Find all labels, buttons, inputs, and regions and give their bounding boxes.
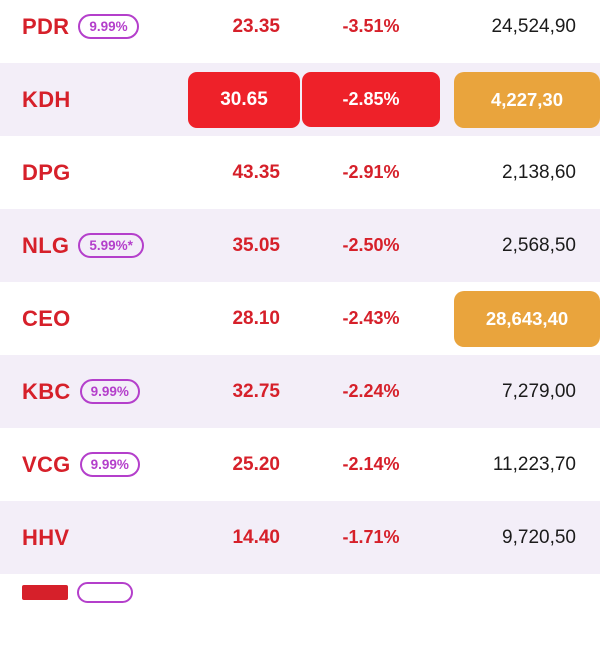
volume-cell: 9,720,50 (440, 527, 600, 549)
volume-value-highlighted: 4,227,30 (454, 71, 600, 128)
ticker-cell: PDR 9.99% (0, 14, 182, 40)
ticker-symbol: KDH (22, 86, 71, 112)
ticker-symbol: NLG (22, 232, 70, 258)
price-limit-badge: 5.99%* (78, 233, 144, 258)
price-value: 14.40 (232, 526, 280, 548)
volume-value: 2,138,60 (502, 161, 576, 183)
table-row[interactable]: PDR 9.99% 23.35 -3.51% 24,524,90 (0, 0, 600, 63)
change-percent: -1.71% (342, 527, 400, 547)
price-limit-badge: 9.99% (79, 379, 140, 404)
change-percent: -2.43% (342, 308, 400, 328)
ticker-cell: NLG 5.99%* (0, 233, 182, 259)
price-value: 25.20 (232, 453, 280, 475)
change-percent: -3.51% (342, 16, 400, 36)
change-cell: -2.50% (302, 235, 440, 256)
table-row[interactable]: VCG 9.99% 25.20 -2.14% 11,223,70 (0, 428, 600, 501)
ticker-cell: CEO (0, 306, 182, 332)
volume-value: 9,720,50 (502, 526, 576, 548)
ticker-symbol: DPG (22, 159, 71, 185)
ticker-cell: VCG 9.99% (0, 452, 182, 478)
ticker-symbol: KBC (22, 378, 71, 404)
table-row[interactable]: KBC 9.99% 32.75 -2.24% 7,279,00 (0, 355, 600, 428)
clipped-ticker-text (22, 585, 68, 600)
price-cell: 28.10 (182, 308, 302, 330)
volume-cell: 7,279,00 (440, 381, 600, 403)
price-value: 43.35 (232, 161, 280, 183)
ticker-symbol: PDR (22, 13, 70, 39)
change-percent: -2.24% (342, 381, 400, 401)
volume-cell: 4,227,30 (440, 71, 600, 128)
change-cell: -2.91% (302, 162, 440, 183)
price-cell: 32.75 (182, 381, 302, 403)
ticker-cell: KBC 9.99% (0, 379, 182, 405)
volume-value-highlighted: 28,643,40 (454, 290, 600, 347)
ticker-cell: HHV (0, 525, 182, 551)
table-row-clipped[interactable] (0, 574, 600, 647)
table-row[interactable]: KDH 30.65 -2.85% 4,227,30 (0, 63, 600, 136)
table-row[interactable]: HHV 14.40 -1.71% 9,720,50 (0, 501, 600, 574)
volume-cell: 11,223,70 (440, 454, 600, 476)
table-row[interactable]: DPG 43.35 -2.91% 2,138,60 (0, 136, 600, 209)
price-value: 28.10 (232, 307, 280, 329)
price-value: 23.35 (232, 15, 280, 37)
volume-value: 11,223,70 (492, 453, 576, 475)
price-cell: 23.35 (182, 16, 302, 38)
price-value: 32.75 (232, 380, 280, 402)
change-percent: -2.91% (342, 162, 400, 182)
ticker-cell: KDH (0, 87, 182, 113)
change-cell: -3.51% (302, 16, 440, 37)
volume-cell: 2,568,50 (440, 235, 600, 257)
change-percent-highlighted: -2.85% (302, 72, 440, 127)
volume-value: 2,568,50 (502, 234, 576, 256)
ticker-symbol: HHV (22, 524, 70, 550)
price-cell: 43.35 (182, 162, 302, 184)
price-cell: 30.65 (182, 71, 302, 128)
change-percent: -2.50% (342, 235, 400, 255)
ticker-symbol: VCG (22, 451, 71, 477)
ticker-cell: DPG (0, 160, 182, 186)
price-cell: 14.40 (182, 527, 302, 549)
change-cell: -2.14% (302, 454, 440, 475)
price-cell: 35.05 (182, 235, 302, 257)
change-cell: -1.71% (302, 527, 440, 548)
volume-cell: 28,643,40 (440, 290, 600, 347)
volume-cell: 2,138,60 (440, 162, 600, 184)
table-row[interactable]: CEO 28.10 -2.43% 28,643,40 (0, 282, 600, 355)
change-cell: -2.24% (302, 381, 440, 402)
ticker-symbol: CEO (22, 305, 71, 331)
change-cell: -2.85% (302, 72, 440, 127)
volume-value: 24,524,90 (491, 15, 576, 37)
volume-value: 7,279,00 (502, 380, 576, 402)
price-value: 35.05 (232, 234, 280, 256)
change-cell: -2.43% (302, 308, 440, 329)
price-value-highlighted: 30.65 (188, 71, 300, 128)
volume-cell: 24,524,90 (440, 16, 600, 38)
price-limit-badge: 9.99% (79, 452, 140, 477)
table-row[interactable]: NLG 5.99%* 35.05 -2.50% 2,568,50 (0, 209, 600, 282)
price-cell: 25.20 (182, 454, 302, 476)
change-percent: -2.14% (342, 454, 400, 474)
price-limit-badge: 9.99% (78, 14, 139, 39)
